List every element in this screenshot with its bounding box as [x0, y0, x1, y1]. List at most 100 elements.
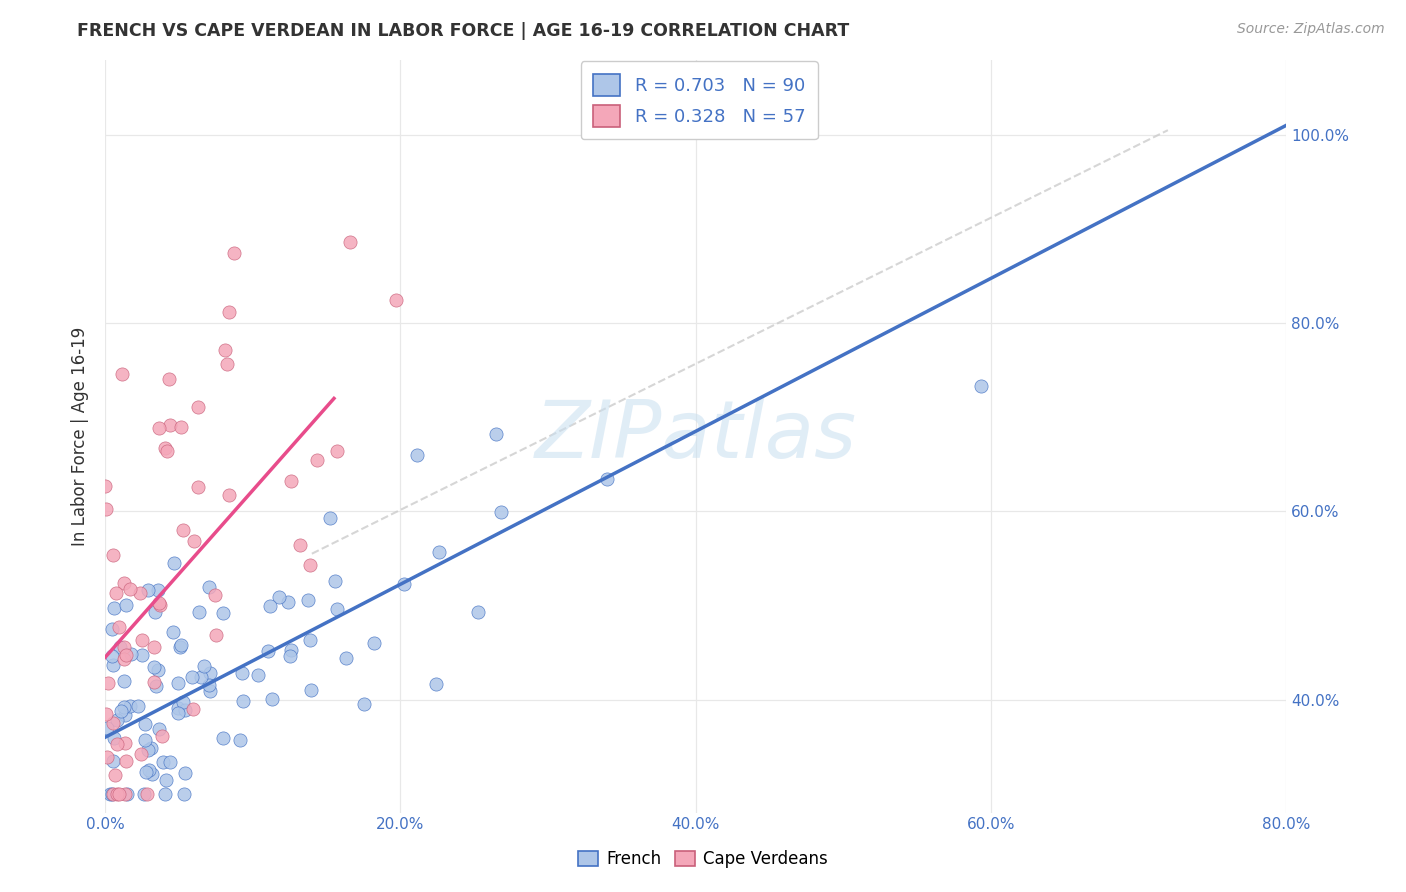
Point [105, 737, 128, 751]
Point [98, 787, 121, 801]
Point [108, 787, 131, 801]
Point [114, 736, 136, 750]
Point [111, 367, 134, 381]
Point [114, 707, 136, 722]
Point [181, 670, 204, 684]
Point [198, 678, 221, 692]
Point [363, 636, 385, 650]
Point [290, 538, 312, 552]
Point [105, 713, 128, 727]
Point [215, 357, 238, 371]
Point [187, 401, 209, 415]
Point [170, 639, 193, 653]
Point [425, 676, 447, 690]
Text: FRENCH VS CAPE VERDEAN IN LABOR FORCE | AGE 16-19 CORRELATION CHART: FRENCH VS CAPE VERDEAN IN LABOR FORCE | … [77, 22, 849, 40]
Point [172, 523, 194, 537]
Point [136, 582, 159, 597]
Point [319, 511, 342, 525]
Point [153, 441, 176, 455]
Point [188, 606, 211, 620]
Point [267, 590, 290, 604]
Point [200, 684, 222, 698]
Point [299, 633, 322, 648]
Point [131, 633, 153, 648]
Point [326, 444, 349, 458]
Point [218, 488, 240, 502]
Point [118, 698, 141, 713]
Point [222, 245, 245, 260]
Point [112, 674, 135, 689]
Point [101, 754, 124, 768]
Point [297, 593, 319, 607]
Point [94, 502, 117, 516]
Point [115, 598, 138, 612]
Point [231, 665, 253, 680]
Point [162, 625, 184, 640]
Point [181, 702, 204, 716]
Point [110, 640, 132, 654]
Point [143, 659, 166, 673]
Point [114, 700, 136, 714]
Point [485, 427, 508, 442]
Point [190, 670, 212, 684]
Point [141, 740, 163, 755]
Point [148, 421, 170, 435]
Point [353, 697, 375, 711]
Point [467, 606, 489, 620]
Point [96, 750, 118, 764]
Point [115, 754, 138, 768]
Point [326, 602, 349, 616]
Point [212, 731, 235, 745]
Point [145, 679, 167, 693]
Point [427, 544, 450, 558]
Point [229, 733, 252, 747]
Point [143, 605, 166, 619]
Point [394, 577, 416, 591]
Point [129, 586, 152, 600]
Legend: French, Cape Verdeans: French, Cape Verdeans [571, 844, 835, 875]
Point [406, 448, 429, 462]
Point [143, 674, 166, 689]
Point [339, 235, 361, 250]
Point [101, 715, 124, 730]
Point [193, 659, 215, 673]
Point [305, 453, 328, 467]
Point [277, 594, 299, 608]
Point [170, 420, 193, 434]
Point [101, 648, 124, 663]
Point [183, 534, 205, 549]
Point [101, 787, 124, 801]
Point [163, 557, 186, 571]
Point [174, 703, 197, 717]
Point [169, 640, 191, 654]
Point [198, 666, 221, 681]
Point [134, 732, 156, 747]
Point [149, 598, 172, 612]
Point [127, 698, 149, 713]
Point [134, 787, 156, 801]
Point [259, 599, 281, 613]
Point [157, 372, 180, 386]
Point [489, 505, 512, 519]
Point [112, 640, 135, 655]
Text: Source: ZipAtlas.com: Source: ZipAtlas.com [1237, 22, 1385, 37]
Point [96, 706, 118, 721]
Point [167, 701, 190, 715]
Point [247, 668, 270, 682]
Point [278, 648, 301, 663]
Point [214, 343, 236, 357]
Point [114, 648, 136, 662]
Point [131, 648, 153, 663]
Point [187, 480, 209, 494]
Point [218, 305, 240, 319]
Point [136, 743, 159, 757]
Point [104, 586, 127, 600]
Point [299, 682, 322, 697]
Point [104, 768, 127, 782]
Point [155, 787, 177, 801]
Point [173, 787, 195, 801]
Point [103, 787, 125, 801]
Point [134, 717, 156, 731]
Point [970, 379, 993, 393]
Point [141, 767, 163, 781]
